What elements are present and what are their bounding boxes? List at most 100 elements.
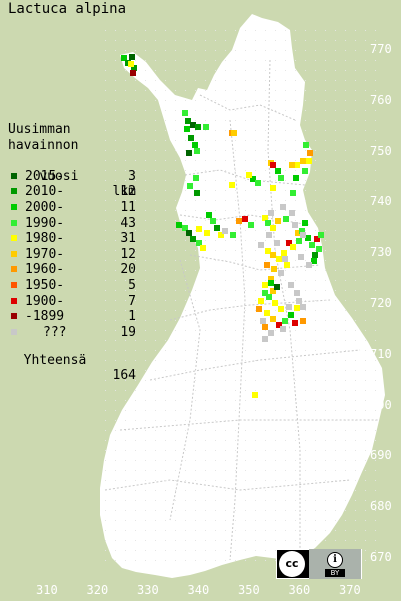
observation-square xyxy=(248,222,254,228)
observation-square xyxy=(318,232,324,238)
observation-square xyxy=(302,220,308,226)
observation-square xyxy=(270,185,276,191)
observation-square xyxy=(210,218,216,224)
x-axis-label: 370 xyxy=(339,583,361,597)
legend-item: 1970- 12 xyxy=(8,246,136,263)
observation-square xyxy=(298,254,304,260)
observation-square xyxy=(300,232,306,238)
observation-square xyxy=(195,124,201,130)
observation-square xyxy=(292,320,298,326)
legend-item: -1899 1 xyxy=(8,309,136,325)
y-axis-label: 720 xyxy=(370,296,392,310)
observation-square xyxy=(271,266,277,272)
legend-total: Yhteensä 164 xyxy=(8,338,136,383)
observation-square xyxy=(270,162,276,168)
observation-square xyxy=(236,218,242,224)
observation-square xyxy=(252,392,258,398)
finland-landmass xyxy=(100,14,385,578)
observation-square xyxy=(190,122,196,128)
legend-count: 43 xyxy=(120,215,136,231)
observation-square xyxy=(290,190,296,196)
x-axis-label: 350 xyxy=(238,583,260,597)
observation-square xyxy=(276,256,282,262)
x-axis-label: 310 xyxy=(36,583,58,597)
legend-header-3: vuosi xyxy=(39,168,79,184)
grid-dots xyxy=(105,30,376,561)
legend-period: 1900- xyxy=(25,293,65,309)
observation-square xyxy=(184,126,190,132)
legend-period: 1990- xyxy=(25,215,65,231)
observation-square xyxy=(185,118,191,124)
legend-period: 1970- xyxy=(25,246,65,262)
observation-square xyxy=(300,318,306,324)
cc-by-license-badge[interactable]: cc i BY xyxy=(276,549,362,579)
observation-square xyxy=(186,150,192,156)
observation-square xyxy=(266,232,272,238)
observation-square xyxy=(288,312,294,318)
legend-count: 5 xyxy=(128,277,136,293)
y-axis-label: 740 xyxy=(370,194,392,209)
legend-swatch xyxy=(11,281,17,288)
observation-square xyxy=(283,216,289,222)
legend-count-header: lkm xyxy=(112,184,136,200)
observation-square xyxy=(176,222,182,228)
legend-period: 2015- xyxy=(25,168,65,184)
observation-square xyxy=(268,330,274,336)
observation-square xyxy=(262,324,268,330)
observation-square xyxy=(229,182,235,188)
observation-square xyxy=(270,225,276,231)
observation-square xyxy=(294,305,300,311)
observation-square xyxy=(214,225,220,231)
observation-square xyxy=(276,322,282,328)
observation-square xyxy=(262,215,268,221)
attribution-icon: i xyxy=(327,551,343,568)
observation-square xyxy=(256,306,262,312)
observation-square xyxy=(270,316,276,322)
observation-square xyxy=(196,226,202,232)
observation-square xyxy=(286,240,292,246)
observation-square xyxy=(193,175,199,181)
observation-square xyxy=(128,61,134,67)
y-axis-label: 700 xyxy=(370,397,392,412)
observation-square xyxy=(129,54,135,60)
legend-swatch xyxy=(11,250,17,257)
observation-square xyxy=(314,236,320,242)
legend-period: 1950- xyxy=(25,277,65,293)
observation-square xyxy=(278,175,284,181)
observation-square xyxy=(250,176,256,182)
observation-square xyxy=(218,232,224,238)
legend-period: 2000- xyxy=(25,199,65,215)
observation-square xyxy=(204,230,210,236)
y-axis-label: 710 xyxy=(370,346,392,361)
observation-square xyxy=(187,183,193,189)
observation-square xyxy=(278,306,284,312)
observation-square xyxy=(286,304,292,310)
x-axis-label: 360 xyxy=(288,583,311,597)
observation-square xyxy=(192,142,198,148)
legend-total-count: 164 xyxy=(112,368,136,383)
cc-by-box: i BY xyxy=(309,549,361,579)
observation-square xyxy=(300,304,306,310)
observation-square xyxy=(260,318,266,324)
observation-square xyxy=(270,288,276,294)
legend-swatch xyxy=(11,235,17,242)
legend-item: 1950- 5 xyxy=(8,277,136,294)
observation-square xyxy=(293,175,299,181)
observation-square xyxy=(272,300,278,306)
legend-swatch xyxy=(11,203,17,210)
observation-square xyxy=(281,250,287,256)
legend-item: 2015- 3 xyxy=(8,168,136,185)
observation-square xyxy=(264,262,270,268)
legend-period: ??? xyxy=(43,324,67,340)
observation-square xyxy=(262,336,268,342)
observation-square xyxy=(278,270,284,276)
legend-count: 7 xyxy=(128,293,136,309)
legend-count: 12 xyxy=(120,246,136,262)
observation-square xyxy=(194,148,200,154)
legend-item: 1980- 31 xyxy=(8,231,136,247)
observation-square xyxy=(194,190,200,196)
observation-square xyxy=(222,228,228,234)
observation-square xyxy=(130,70,136,76)
legend-swatch xyxy=(11,188,17,195)
observation-square xyxy=(294,162,300,168)
